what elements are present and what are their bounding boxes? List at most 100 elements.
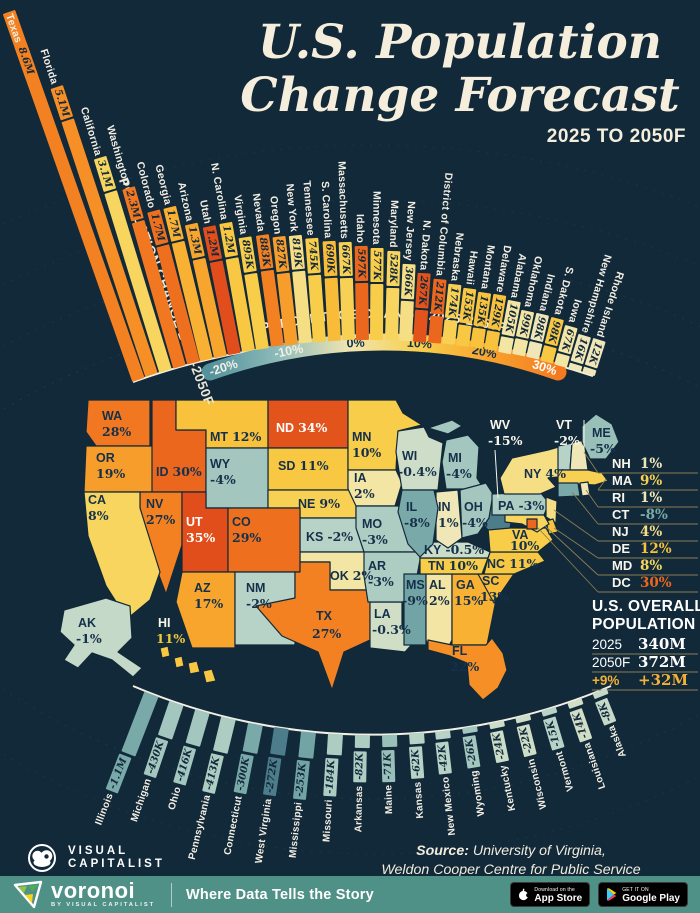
- svg-text:VA: VA: [512, 528, 528, 542]
- fan-state-name: Missouri: [321, 796, 335, 843]
- state-shape-ar: [363, 551, 421, 603]
- svg-text:-4%: -4%: [446, 466, 472, 481]
- state-label-la: LA-0.3%: [372, 607, 411, 637]
- state-label-ms: MS-9%: [402, 578, 428, 608]
- svg-text:NY4%: NY 4%: [524, 466, 566, 481]
- svg-text:2%: 2%: [429, 593, 450, 608]
- svg-text:9%: 9%: [640, 473, 662, 489]
- svg-text:8%: 8%: [640, 558, 662, 574]
- svg-text:-9%: -9%: [402, 593, 428, 608]
- svg-text:UT: UT: [186, 515, 203, 529]
- ne-list-row-md: MD 8%: [544, 525, 698, 576]
- svg-text:-8%: -8%: [404, 515, 430, 530]
- svg-text:HI: HI: [158, 616, 171, 630]
- svg-text:-1%: -1%: [76, 631, 102, 646]
- svg-text:IN: IN: [438, 500, 451, 514]
- svg-text:WY: WY: [210, 457, 231, 471]
- fan-state-name: Alaska: [604, 721, 629, 760]
- fan-bar-label: Mississippi -253K: [286, 759, 311, 858]
- state-label-in: IN1%: [438, 500, 459, 530]
- state-shape-ca: [83, 491, 161, 620]
- fan-value-chip: -24K: [489, 730, 509, 764]
- fan-bar-label: Texas 8.6M: [1, 12, 38, 80]
- fan-state-name: Illinois: [93, 788, 117, 827]
- fan-bar-label: Wyoming -26K: [462, 735, 490, 817]
- source-note: Source: University of Virginia, Weldon C…: [381, 843, 641, 878]
- google-play-badge[interactable]: GET IT ON Google Play: [598, 882, 688, 907]
- svg-text:-15%: -15%: [488, 433, 523, 448]
- svg-text:MO: MO: [362, 517, 382, 531]
- fan-bar-label: Kentucky -24K: [489, 730, 520, 813]
- fan-bar: [408, 732, 424, 745]
- state-shape-wa: [85, 399, 151, 447]
- fan-value-chip: -300K: [233, 753, 254, 794]
- state-shape-nm: [234, 571, 296, 646]
- state-label-ia: IA2%: [354, 471, 375, 501]
- state-shape-de: [545, 518, 559, 535]
- fan-value-chip: -14K: [568, 707, 592, 742]
- ne-list-row-ct: CT -8%: [571, 491, 698, 525]
- fan-bar-label: Vermont -15K: [542, 716, 578, 793]
- fan-state-name: Minnesota: [370, 190, 383, 248]
- svg-text:-2%: -2%: [554, 433, 580, 448]
- state-shape-mi: [441, 434, 485, 490]
- fan-state-name: Florida: [37, 48, 62, 90]
- svg-text:IA: IA: [354, 471, 367, 485]
- fan-state-name: Maine: [382, 781, 395, 814]
- svg-text:PA-3%: PA -3%: [498, 498, 544, 513]
- state-shape-al: [425, 573, 453, 653]
- svg-text:TX: TX: [316, 609, 333, 623]
- svg-text:-3%: -3%: [362, 532, 388, 547]
- svg-text:NV: NV: [146, 497, 164, 511]
- fan-state-name: Wisconsin: [525, 754, 550, 811]
- state-label-nd: ND 34%: [276, 420, 327, 435]
- state-shape-ks: [299, 517, 369, 553]
- svg-text:10%: 10%: [510, 538, 539, 553]
- svg-text:MI: MI: [448, 451, 462, 465]
- visual-capitalist-logo: VISUAL CAPITALIST: [26, 843, 165, 873]
- fan-bar-label: Alaska -8K: [594, 697, 631, 759]
- svg-text:-4%: -4%: [210, 472, 236, 487]
- svg-text:15%: 15%: [454, 593, 483, 608]
- state-shape-nh: [569, 439, 589, 471]
- app-store-badge[interactable]: Download on the App Store: [510, 882, 591, 907]
- fan-state-name: Oregon: [267, 194, 284, 238]
- svg-text:OK2%: OK 2%: [330, 568, 373, 583]
- svg-text:U.S. OVERALL: U.S. OVERALL: [592, 598, 700, 615]
- svg-text:-0.3%: -0.3%: [372, 622, 411, 637]
- state-shape-ut: [181, 491, 229, 573]
- fan-state-name: Mississippi: [287, 797, 305, 858]
- state-label-ak: AK-1%: [76, 616, 102, 646]
- svg-text:1%: 1%: [438, 515, 459, 530]
- fan-bar: [488, 720, 505, 730]
- fan-bar-label: Illinois -1.1M: [92, 753, 133, 827]
- fan-value-chip: -272K: [262, 756, 282, 797]
- state-shape-ri: [579, 481, 591, 497]
- fan-bar-label: Massachusetts 667K: [333, 161, 353, 277]
- svg-text:-2%: -2%: [246, 596, 272, 611]
- fan-value-chip: -1.1M: [105, 753, 132, 793]
- fan-state-name: Connecticut: [222, 791, 245, 856]
- state-shape-ms: [403, 573, 427, 646]
- fan-value-chip: 597K: [354, 246, 368, 282]
- state-label-ext-wv: WV-15%: [488, 418, 523, 499]
- ne-list-row-ri: RI 1%: [585, 489, 698, 508]
- fan-value-chip: 5.1M: [50, 85, 74, 122]
- fan-value-chip: -71K: [381, 749, 395, 782]
- svg-text:29%: 29%: [232, 530, 261, 545]
- svg-text:CT: CT: [612, 507, 629, 522]
- svg-text:19%: 19%: [96, 466, 125, 481]
- state-shape-ia: [347, 469, 403, 507]
- fan-bar: [483, 330, 500, 352]
- svg-text:POPULATION: POPULATION: [592, 616, 695, 633]
- state-label-tx: TX 27%: [312, 609, 341, 641]
- state-label-wy: WY-4%: [210, 457, 236, 487]
- state-shape-il: [397, 489, 439, 558]
